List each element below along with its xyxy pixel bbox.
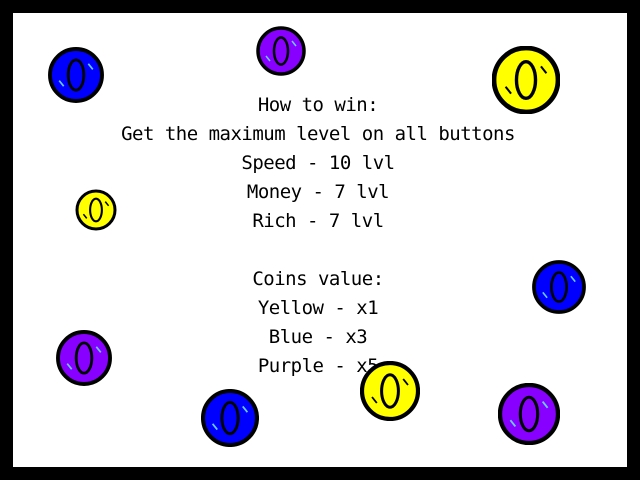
coin-zero-glyph xyxy=(272,36,290,66)
coin-shine xyxy=(570,275,576,283)
coin-body xyxy=(48,47,104,103)
blue-coin-icon[interactable] xyxy=(201,389,259,447)
yellow-coin-icon[interactable] xyxy=(492,46,560,114)
coin-shine xyxy=(371,396,378,404)
coin-shine xyxy=(58,80,65,87)
coin-shine xyxy=(542,291,548,299)
coin-body xyxy=(75,189,117,231)
coin-shine xyxy=(66,363,73,370)
coin-shine xyxy=(540,65,548,74)
yellow-coin-icon[interactable] xyxy=(360,361,420,421)
win-goal: Get the maximum level on all buttons xyxy=(121,123,515,145)
blue-coin-icon[interactable] xyxy=(532,260,586,314)
coin-body xyxy=(492,46,560,114)
coin-body xyxy=(201,389,259,447)
coin-shine xyxy=(265,55,271,62)
coin-shine xyxy=(104,201,110,207)
requirement-rich: Rich - 7 lvl xyxy=(252,210,384,232)
coin-shine xyxy=(541,401,549,409)
blue-coin-icon[interactable] xyxy=(48,47,104,103)
requirement-money: Money - 7 lvl xyxy=(246,181,390,203)
coin-zero-glyph xyxy=(380,373,400,409)
requirement-speed: Speed - 10 lvl xyxy=(241,152,395,174)
coin-body xyxy=(56,330,112,386)
coin-shine xyxy=(402,378,409,386)
coin-body xyxy=(360,361,420,421)
coin-shine xyxy=(87,63,94,70)
coin-zero-glyph xyxy=(220,400,240,436)
coin-shine xyxy=(504,86,512,95)
coin-zero-glyph xyxy=(66,58,86,92)
purple-coin-icon[interactable] xyxy=(498,383,560,445)
coin-value-yellow: Yellow - x1 xyxy=(257,297,379,319)
coin-body xyxy=(256,26,306,76)
coins-value-heading: Coins value: xyxy=(252,268,384,290)
coin-shine xyxy=(291,40,297,47)
purple-coin-icon[interactable] xyxy=(256,26,306,76)
coin-body xyxy=(532,260,586,314)
coin-body xyxy=(498,383,560,445)
coin-value-blue: Blue - x3 xyxy=(268,326,368,348)
coin-shine xyxy=(95,346,102,353)
coin-zero-glyph xyxy=(518,395,540,433)
instructions-text: How to win: Get the maximum level on all… xyxy=(13,91,623,381)
coin-zero-glyph xyxy=(74,341,94,375)
how-to-win-heading: How to win: xyxy=(257,94,379,116)
coin-value-purple: Purple - x5 xyxy=(257,355,379,377)
yellow-coin-icon[interactable] xyxy=(75,189,117,231)
coin-zero-glyph xyxy=(514,59,538,101)
coin-shine xyxy=(242,405,249,413)
coin-shine xyxy=(211,423,218,431)
coin-zero-glyph xyxy=(550,271,568,303)
coin-zero-glyph xyxy=(89,197,103,223)
coin-shine xyxy=(82,213,88,219)
purple-coin-icon[interactable] xyxy=(56,330,112,386)
coin-shine xyxy=(509,419,517,427)
